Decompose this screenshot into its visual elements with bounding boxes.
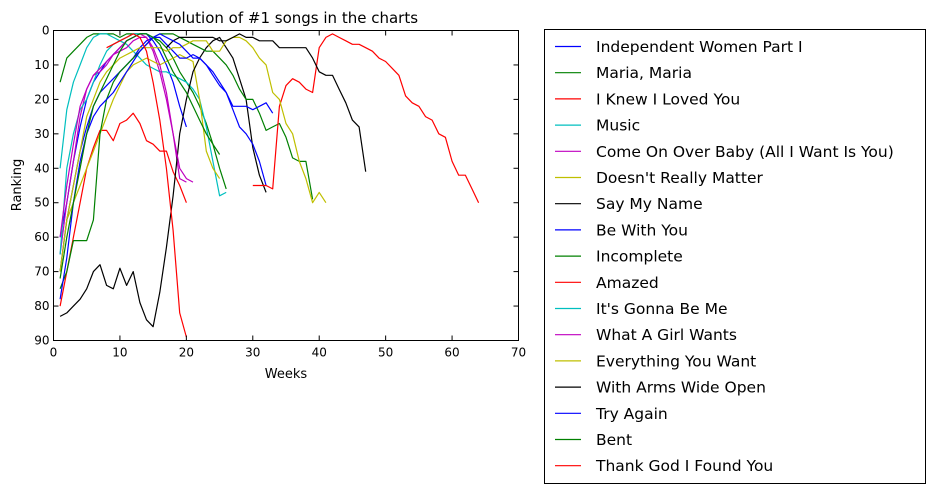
legend-frame — [544, 29, 926, 484]
series-line-4 — [59, 33, 227, 197]
legend: Independent Women Part I Maria, Maria I Kn… — [544, 29, 926, 484]
x-tick-label: 10 — [112, 346, 127, 360]
x-tick-label: 70 — [511, 346, 526, 360]
legend-label-3: I Knew I Loved You — [596, 90, 740, 108]
series-line-14 — [165, 33, 367, 172]
legend-label-15: Try Again — [595, 405, 668, 423]
x-tick-label: 50 — [378, 346, 393, 360]
x-axis-label: Weeks — [265, 367, 308, 382]
y-tick-label: 0 — [42, 24, 50, 38]
y-axis-label: Ranking — [10, 159, 25, 212]
series-line-11 — [59, 33, 154, 255]
legend-label-11: It's Gonna Be Me — [596, 300, 728, 318]
legend-label-12: What A Girl Wants — [596, 326, 737, 344]
chart-title: Evolution of #1 songs in the charts — [154, 9, 418, 27]
y-tick-label: 60 — [34, 230, 49, 244]
series-line-13 — [59, 36, 327, 272]
x-tick-label: 0 — [50, 346, 58, 360]
legend-label-8: Be With You — [596, 221, 688, 239]
y-tick-label: 10 — [34, 58, 49, 72]
legend-label-4: Music — [596, 117, 640, 135]
series-line-12 — [59, 36, 194, 238]
legend-label-5: Come On Over Baby (All I Want Is You) — [596, 143, 894, 161]
legend-label-17: Thank God I Found You — [595, 457, 773, 475]
series-line-17 — [106, 33, 187, 338]
legend-label-14: With Arms Wide Open — [596, 379, 766, 397]
x-tick-label: 20 — [179, 346, 194, 360]
legend-label-9: Incomplete — [596, 248, 683, 266]
series-line-5 — [59, 33, 187, 255]
series-line-9 — [59, 33, 314, 290]
legend-label-10: Amazed — [596, 274, 659, 292]
legend-label-13: Everything You Want — [596, 352, 756, 370]
y-tick-label: 80 — [34, 299, 49, 313]
legend-label-1: Independent Women Part I — [596, 38, 803, 56]
legend-label-2: Maria, Maria — [596, 64, 692, 82]
x-tick-label: 30 — [245, 346, 260, 360]
y-tick-label: 20 — [34, 92, 49, 106]
series-line-3 — [59, 112, 187, 307]
series-line-6 — [59, 53, 221, 272]
y-tick-label: 40 — [34, 161, 49, 175]
plot-area-frame — [53, 30, 519, 341]
y-tick-label: 90 — [34, 334, 49, 348]
legend-label-7: Say My Name — [596, 195, 703, 213]
x-tick-label: 60 — [444, 346, 459, 360]
series-line-15 — [59, 33, 274, 300]
y-tick-label: 30 — [34, 127, 49, 141]
series-layer — [59, 33, 480, 338]
legend-label-6: Doesn't Really Matter — [596, 169, 764, 187]
legend-label-16: Bent — [596, 431, 632, 449]
series-line-7 — [59, 36, 267, 328]
x-tick-label: 40 — [312, 346, 327, 360]
series-line-10 — [252, 33, 480, 203]
ticks-layer: 0 10 20 30 40 50 60 70 0 10 20 30 40 50 60 70 80 90 — [34, 24, 526, 360]
y-tick-label: 50 — [34, 196, 49, 210]
y-tick-label: 70 — [34, 265, 49, 279]
series-line-16 — [59, 33, 221, 279]
